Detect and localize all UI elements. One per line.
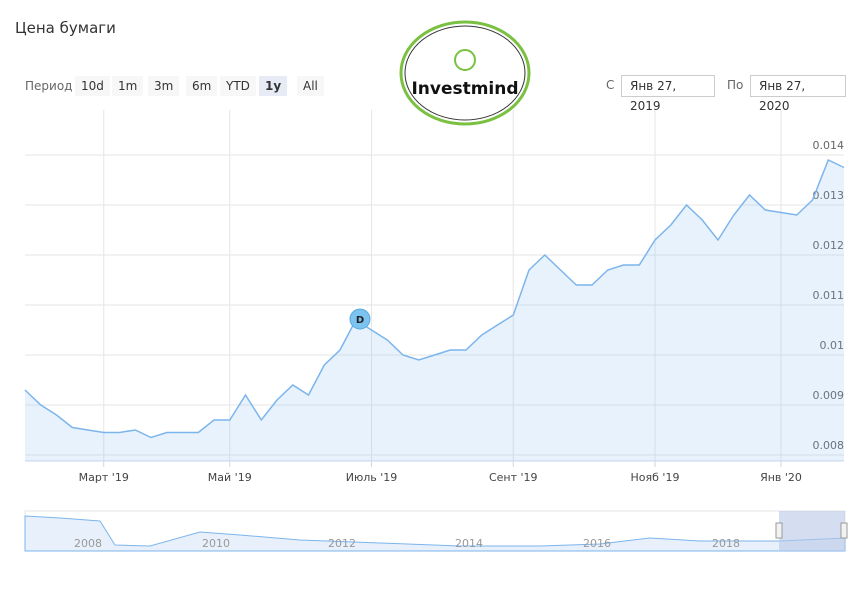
- x-tick-label: Март '19: [79, 471, 129, 484]
- to-input[interactable]: Янв 27, 2020: [750, 75, 846, 113]
- navigator-handle[interactable]: [840, 522, 848, 539]
- period-button[interactable]: 10d: [75, 76, 110, 96]
- y-tick-label: 0.011: [813, 289, 845, 302]
- logo-icon: [454, 49, 476, 71]
- period-label: Период: [25, 79, 73, 93]
- logo-text: Investmind: [411, 79, 518, 99]
- navigator-year: 2018: [712, 537, 740, 550]
- from-input[interactable]: Янв 27, 2019: [621, 75, 715, 113]
- period-button[interactable]: 1y: [259, 76, 288, 96]
- line: [24, 158, 845, 439]
- navigator-year: 2014: [455, 537, 483, 550]
- y-tick-label: 0.012: [813, 239, 845, 252]
- y-tick-label: 0.009: [813, 389, 845, 402]
- y-tick-label: 0.01: [820, 339, 845, 352]
- flag-label: D: [356, 315, 364, 326]
- x-tick-label: Май '19: [208, 471, 252, 484]
- navigator-year: 2016: [583, 537, 611, 550]
- navigator-year: 2012: [328, 537, 356, 550]
- period-button[interactable]: 6m: [186, 76, 218, 96]
- period-button[interactable]: All: [297, 76, 324, 96]
- navigator-year: 2010: [202, 537, 230, 550]
- area: [25, 160, 844, 461]
- flag-marker: [349, 308, 371, 330]
- x-tick-label: Июль '19: [346, 471, 398, 484]
- from-label: С: [606, 78, 615, 92]
- period-button[interactable]: 1m: [112, 76, 144, 96]
- x-tick-label: Нояб '19: [631, 471, 680, 484]
- y-tick-label: 0.008: [813, 439, 845, 452]
- logo-ring: [399, 20, 531, 126]
- to-label: По: [727, 78, 744, 92]
- y-tick-label: 0.014: [813, 139, 845, 152]
- period-button[interactable]: YTD: [220, 76, 256, 96]
- logo-ring-inner: [404, 25, 526, 121]
- navigator-window[interactable]: [779, 511, 845, 551]
- navigator-handle[interactable]: [775, 522, 783, 539]
- page-title: Цена бумаги: [15, 19, 116, 37]
- navigator-year: 2008: [74, 537, 102, 550]
- x-tick-label: Янв '20: [760, 471, 802, 484]
- y-tick-label: 0.013: [813, 189, 845, 202]
- x-tick-label: Сент '19: [489, 471, 538, 484]
- period-button[interactable]: 3m: [148, 76, 180, 96]
